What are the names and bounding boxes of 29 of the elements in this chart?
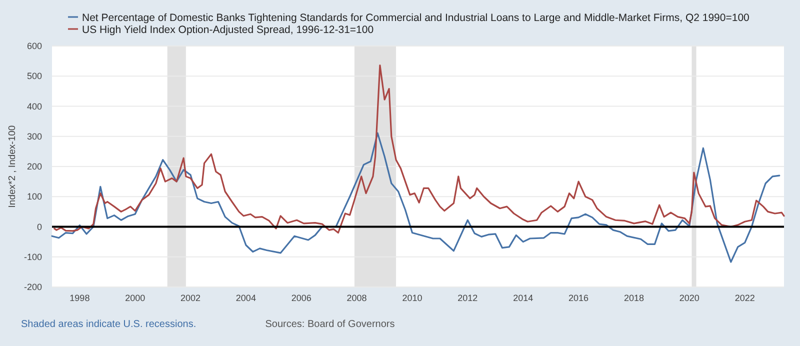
y-tick-label: 500 bbox=[26, 71, 42, 82]
line-series bbox=[51, 132, 780, 263]
y-tick-label: 300 bbox=[26, 131, 42, 142]
x-tick-label: 2008 bbox=[346, 293, 367, 303]
source-note: Sources: Board of Governors bbox=[265, 319, 395, 330]
y-tick-label: 100 bbox=[26, 192, 42, 202]
legend-label: US High Yield Index Option-Adjusted Spread, 1996-12-31=100 bbox=[82, 24, 374, 36]
text: Shaded areas indicate U.S. recessions. bbox=[21, 319, 196, 330]
y-tick-label: -200 bbox=[24, 282, 42, 292]
x-tick-label: 2014 bbox=[513, 293, 534, 303]
x-tick-label: 2018 bbox=[624, 293, 644, 303]
x-tick-label: 2010 bbox=[402, 293, 422, 303]
y-tick-label: 200 bbox=[26, 162, 42, 172]
x-tick-label: 1998 bbox=[70, 293, 90, 303]
y-tick-label: -100 bbox=[24, 252, 42, 262]
x-tick-label: 2020 bbox=[679, 293, 700, 303]
x-tick-label: 2004 bbox=[236, 293, 256, 303]
x-tick-label: 2006 bbox=[291, 293, 312, 303]
x-tick-label: 2012 bbox=[458, 293, 478, 303]
x-tick-label: 2016 bbox=[568, 293, 589, 303]
y-tick-label: 600 bbox=[26, 41, 42, 51]
y-axis-title: Index*2 , Index-100 bbox=[7, 125, 18, 208]
x-tick-label: 2022 bbox=[734, 293, 755, 303]
legend-label: Net Percentage of Domestic Banks Tightening Standards for Commercial and Industrial Loans to Large and Middle-Market Firms, Q2 1990=100 bbox=[82, 12, 750, 24]
x-tick-label: 2002 bbox=[180, 293, 201, 303]
y-tick-label: 0 bbox=[36, 222, 42, 232]
x-tick-label: 2000 bbox=[125, 293, 146, 303]
line-series bbox=[54, 64, 785, 234]
y-tick-label: 400 bbox=[26, 101, 42, 112]
